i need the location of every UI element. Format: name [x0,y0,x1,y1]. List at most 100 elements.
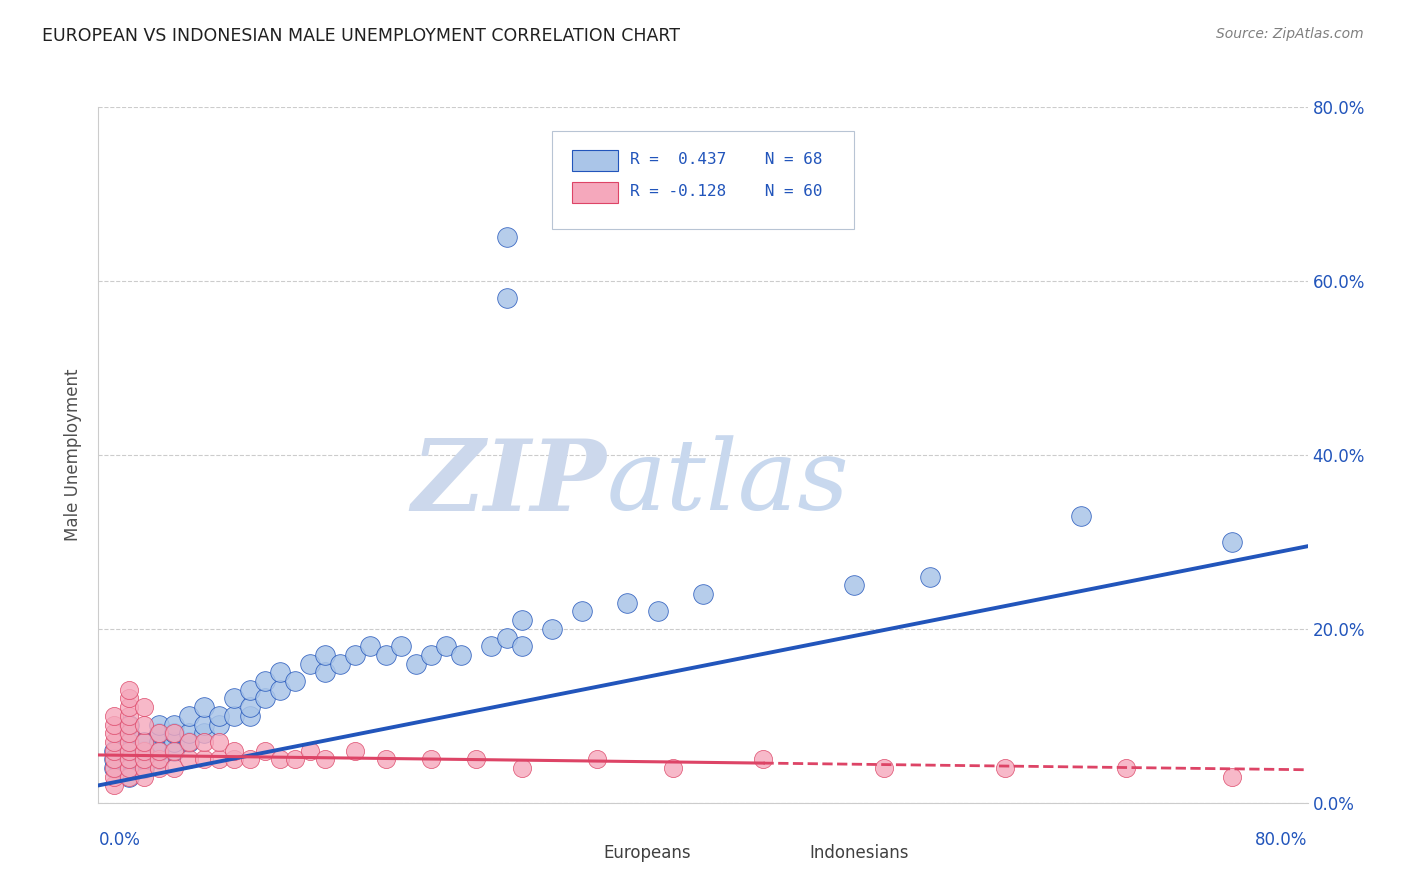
Point [118,708,141,723]
Point [118,682,141,697]
Point [148,735,170,749]
Point [299,657,322,671]
Point [148,752,170,766]
Point [163,726,186,740]
Point [253,691,276,706]
Point [269,752,291,766]
Point [163,744,186,758]
Point [118,700,141,714]
Text: EUROPEAN VS INDONESIAN MALE UNEMPLOYMENT CORRELATION CHART: EUROPEAN VS INDONESIAN MALE UNEMPLOYMENT… [42,27,681,45]
Point [253,674,276,689]
FancyBboxPatch shape [572,150,619,171]
Point [118,735,141,749]
Point [163,744,186,758]
Text: R =  0.437    N = 68: R = 0.437 N = 68 [630,152,823,167]
Point [873,761,896,775]
Point [224,752,246,766]
Point [118,752,141,766]
Point [692,587,714,601]
Text: ZIP: ZIP [412,434,606,531]
Point [103,735,125,749]
Point [495,230,517,244]
Point [118,735,141,749]
Text: Europeans: Europeans [603,844,692,862]
Point [420,752,443,766]
Point [844,578,866,592]
FancyBboxPatch shape [763,845,803,862]
FancyBboxPatch shape [553,131,855,229]
Point [224,744,246,758]
Point [132,700,155,714]
Point [269,665,291,680]
Point [103,752,125,766]
Point [148,761,170,775]
Point [344,648,367,662]
Point [132,744,155,758]
Point [314,648,336,662]
Point [103,761,125,775]
Point [1220,770,1243,784]
Point [148,744,170,758]
Point [284,752,307,766]
Point [132,717,155,731]
Point [314,665,336,680]
Point [132,752,155,766]
Point [1220,534,1243,549]
Point [510,613,533,627]
Point [239,752,262,766]
Text: 80.0%: 80.0% [1256,830,1308,848]
Text: Indonesians: Indonesians [810,844,908,862]
Point [132,752,155,766]
Point [465,752,488,766]
Point [179,735,201,749]
Point [148,744,170,758]
Point [374,752,396,766]
Point [329,657,352,671]
Point [118,726,141,740]
Point [179,752,201,766]
Point [163,717,186,731]
Point [179,726,201,740]
Point [103,708,125,723]
Point [208,708,231,723]
Point [481,639,503,653]
Point [389,639,412,653]
Point [510,639,533,653]
Point [163,735,186,749]
FancyBboxPatch shape [558,845,596,862]
Point [193,700,215,714]
Point [405,657,427,671]
Point [132,735,155,749]
Point [510,761,533,775]
Point [103,717,125,731]
Point [662,761,685,775]
Point [239,700,262,714]
FancyBboxPatch shape [572,182,619,203]
Point [571,605,593,619]
Point [616,596,638,610]
Point [495,631,517,645]
Point [103,744,125,758]
Point [344,744,367,758]
Point [918,570,941,584]
Point [148,726,170,740]
Point [118,726,141,740]
Point [118,770,141,784]
Point [118,744,141,758]
Point [193,752,215,766]
Point [239,682,262,697]
Point [148,717,170,731]
Point [284,674,307,689]
Point [118,752,141,766]
Point [103,752,125,766]
Point [103,770,125,784]
Point [269,682,291,697]
Point [299,744,322,758]
Point [752,752,775,766]
Point [434,639,457,653]
Point [118,761,141,775]
Point [132,761,155,775]
Point [179,735,201,749]
Point [193,735,215,749]
Point [118,744,141,758]
